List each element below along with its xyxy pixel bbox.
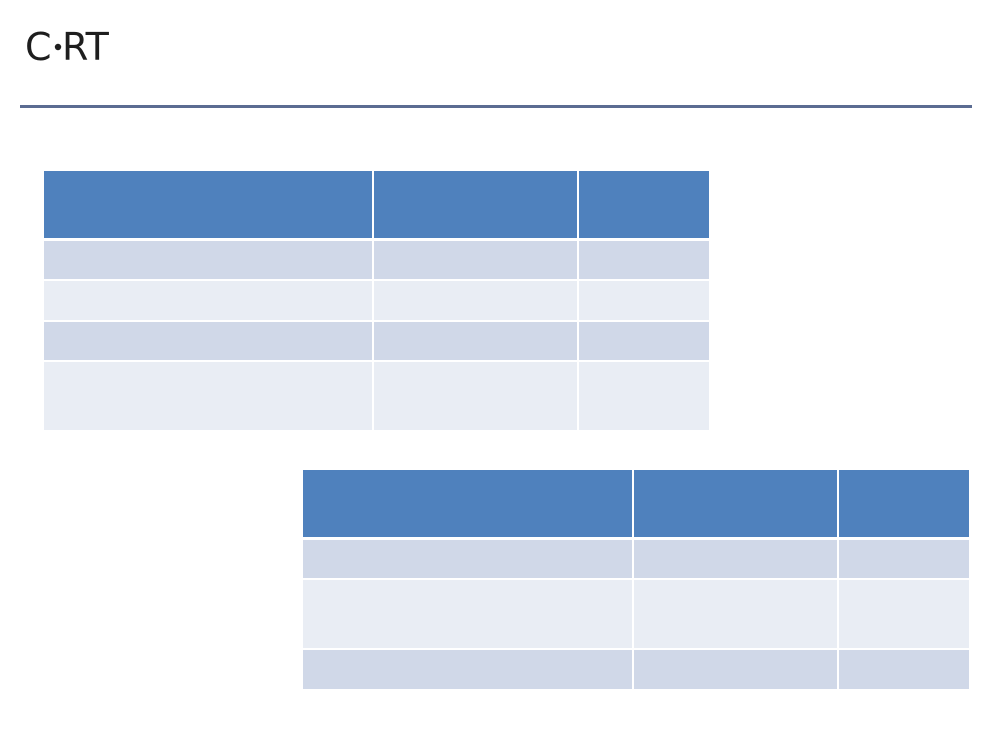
cell	[44, 362, 372, 430]
header-cell	[579, 171, 709, 238]
header-cell	[634, 470, 837, 537]
cell	[579, 281, 709, 320]
cell	[44, 241, 372, 279]
cell	[303, 650, 632, 689]
header-rule	[20, 105, 972, 108]
cell	[374, 322, 577, 360]
logo-rt: RT	[62, 25, 110, 69]
cell	[374, 241, 577, 279]
cell	[839, 580, 969, 648]
cell	[44, 281, 372, 320]
cell	[579, 362, 709, 430]
cell	[839, 650, 969, 689]
logo: C RT	[25, 25, 110, 69]
cell	[374, 281, 577, 320]
cell	[44, 322, 372, 360]
header-cell	[374, 171, 577, 238]
cell	[634, 650, 837, 689]
cell	[634, 540, 837, 578]
cell	[303, 540, 632, 578]
cell	[634, 580, 837, 648]
cell	[579, 241, 709, 279]
cell	[303, 580, 632, 648]
cell	[579, 322, 709, 360]
header-cell	[839, 470, 969, 537]
cell	[839, 540, 969, 578]
logo-c: C	[25, 25, 52, 69]
header-cell	[44, 171, 372, 238]
header-cell	[303, 470, 632, 537]
cell	[374, 362, 577, 430]
logo-dot	[54, 43, 62, 51]
